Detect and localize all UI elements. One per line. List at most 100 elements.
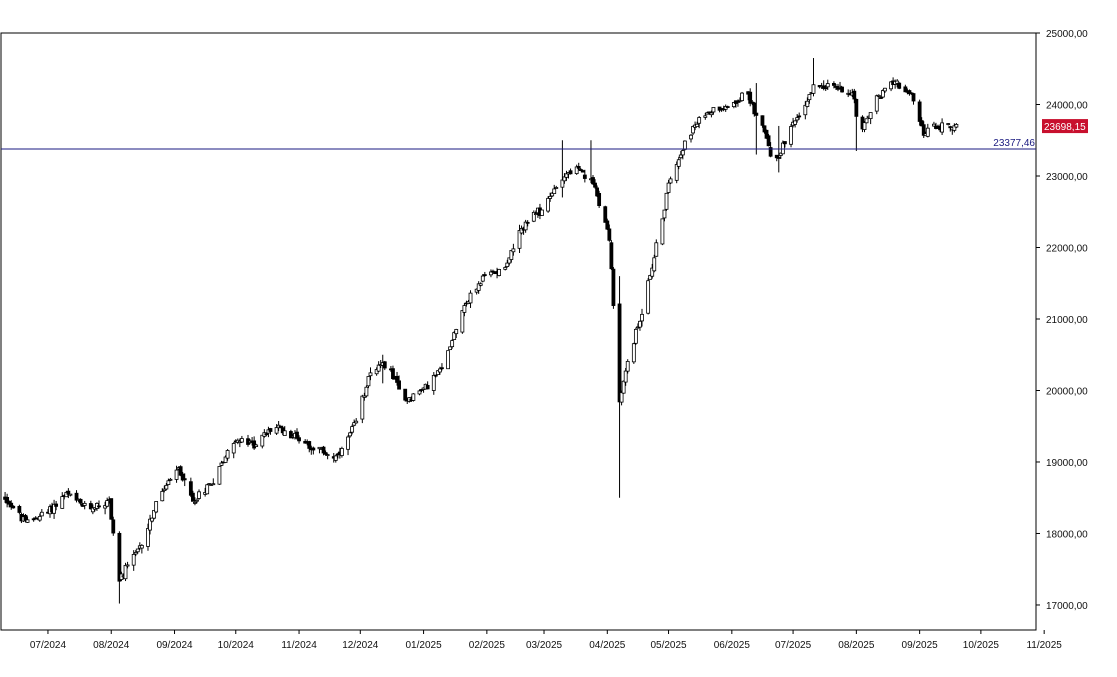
candle-up — [740, 92, 744, 102]
x-tick-label: 07/2024 — [30, 640, 67, 651]
candle-down — [748, 91, 753, 104]
candle-up — [497, 269, 502, 276]
candle-down — [391, 368, 395, 380]
candle-up — [531, 211, 536, 222]
y-tick-label: 19000,00 — [1046, 458, 1088, 469]
candle-up — [448, 346, 453, 351]
candle-up — [932, 123, 936, 127]
candle-up — [68, 493, 73, 496]
candle-up — [803, 104, 808, 116]
candle-down — [278, 425, 283, 428]
candle-up — [476, 283, 481, 291]
candle-up — [150, 517, 154, 522]
candle-up — [874, 95, 879, 112]
candle-up — [468, 292, 473, 304]
candle-up — [352, 422, 357, 426]
candle-up — [554, 187, 559, 189]
y-tick-label: 23000,00 — [1046, 172, 1088, 183]
x-tick-label: 08/2024 — [93, 640, 130, 651]
candle-down — [66, 490, 71, 495]
candle-down — [23, 514, 28, 521]
candle-up — [60, 496, 65, 509]
candle-down — [264, 433, 269, 436]
x-tick-label: 10/2024 — [218, 640, 255, 651]
candle-up — [523, 221, 528, 231]
candle-up — [368, 372, 373, 377]
x-tick-label: 04/2025 — [589, 640, 626, 651]
candle-up — [348, 432, 352, 437]
y-tick-label: 22000,00 — [1046, 243, 1088, 254]
candle-down — [11, 505, 16, 509]
candle-up — [217, 466, 222, 485]
candle-down — [440, 367, 444, 370]
candle-up — [695, 123, 700, 128]
candle-down — [74, 492, 79, 501]
candle-up — [895, 80, 900, 84]
candle-up — [560, 179, 565, 188]
candle-up — [152, 509, 157, 519]
candle-down — [180, 473, 185, 481]
candle-up — [354, 420, 359, 424]
x-tick-label: 06/2025 — [714, 640, 751, 651]
candle-up — [160, 490, 165, 502]
candle-up — [154, 501, 159, 513]
candle-up — [325, 454, 330, 456]
y-tick-label: 25000,00 — [1046, 29, 1088, 40]
candle-down — [593, 182, 597, 188]
candle-down — [768, 147, 773, 157]
candle-up — [460, 310, 465, 333]
candle-down — [188, 481, 193, 496]
y-axis: 25000,00 24000,00 23000,00 22000,00 21000,00… — [1036, 29, 1088, 612]
candle-up — [619, 392, 624, 403]
x-tick-label: 09/2025 — [902, 640, 939, 651]
candle-down — [268, 428, 273, 432]
candle-up — [795, 117, 800, 121]
candle-up — [462, 305, 467, 313]
candle-down — [425, 384, 430, 390]
candle-down — [578, 169, 583, 171]
candle-down — [54, 503, 59, 507]
candle-up — [364, 386, 369, 397]
candle-up — [625, 361, 630, 372]
candle-up — [223, 456, 228, 463]
candle-up — [123, 564, 128, 580]
candle-up — [168, 478, 173, 481]
candle-up — [274, 427, 279, 434]
candle-down — [525, 221, 530, 224]
candle-up — [623, 370, 628, 383]
candle-down — [307, 441, 312, 449]
candle-up — [711, 107, 716, 113]
candle-up — [211, 483, 216, 486]
candle-up — [940, 122, 944, 133]
candle-up — [503, 267, 508, 270]
candle-up — [507, 257, 512, 264]
candle-up — [952, 125, 957, 131]
candle-down — [852, 90, 857, 100]
candle-down — [78, 498, 83, 504]
candle-down — [707, 111, 712, 114]
candle-down — [903, 86, 908, 93]
candle-down — [190, 492, 195, 502]
candle-up — [438, 368, 442, 373]
candle-down — [921, 124, 926, 136]
last-price-badge — [1042, 119, 1088, 134]
candle-up — [39, 511, 44, 517]
candle-up — [90, 507, 95, 513]
candle-down — [752, 102, 757, 115]
candle-up — [689, 134, 693, 140]
candle-down — [907, 90, 912, 95]
candle-down — [17, 506, 22, 513]
x-tick-label: 07/2025 — [775, 640, 812, 651]
candle-up — [552, 188, 557, 194]
candle-up — [631, 343, 636, 363]
candle-down — [178, 466, 183, 476]
candle-up — [648, 275, 653, 280]
candle-up — [225, 450, 230, 459]
candle-up — [431, 374, 436, 391]
candle-down — [617, 303, 622, 403]
candle-up — [633, 328, 638, 344]
candle-up — [103, 505, 108, 509]
candle-up — [889, 81, 893, 90]
candles — [3, 58, 959, 604]
